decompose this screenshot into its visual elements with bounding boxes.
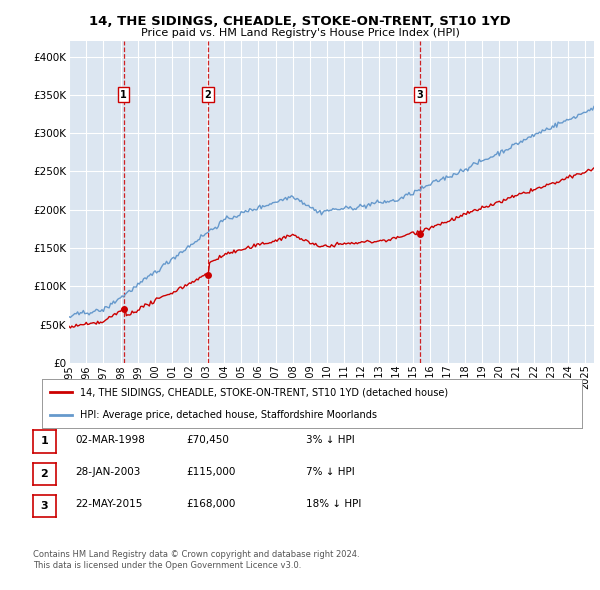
Text: 22-MAY-2015: 22-MAY-2015 [75, 500, 142, 509]
Text: £70,450: £70,450 [186, 435, 229, 444]
Text: HPI: Average price, detached house, Staffordshire Moorlands: HPI: Average price, detached house, Staf… [80, 409, 377, 419]
Text: This data is licensed under the Open Government Licence v3.0.: This data is licensed under the Open Gov… [33, 560, 301, 569]
Text: £168,000: £168,000 [186, 500, 235, 509]
Text: 3: 3 [416, 90, 424, 100]
Text: 3: 3 [41, 502, 48, 511]
Text: 3% ↓ HPI: 3% ↓ HPI [306, 435, 355, 444]
Text: 2: 2 [205, 90, 211, 100]
Text: 1: 1 [120, 90, 127, 100]
Text: £115,000: £115,000 [186, 467, 235, 477]
Text: 1: 1 [41, 437, 48, 446]
Text: Price paid vs. HM Land Registry's House Price Index (HPI): Price paid vs. HM Land Registry's House … [140, 28, 460, 38]
Text: Contains HM Land Registry data © Crown copyright and database right 2024.: Contains HM Land Registry data © Crown c… [33, 550, 359, 559]
Text: 7% ↓ HPI: 7% ↓ HPI [306, 467, 355, 477]
Text: 18% ↓ HPI: 18% ↓ HPI [306, 500, 361, 509]
Text: 28-JAN-2003: 28-JAN-2003 [75, 467, 140, 477]
Text: 2: 2 [41, 469, 48, 478]
Text: 14, THE SIDINGS, CHEADLE, STOKE-ON-TRENT, ST10 1YD: 14, THE SIDINGS, CHEADLE, STOKE-ON-TRENT… [89, 15, 511, 28]
Text: 02-MAR-1998: 02-MAR-1998 [75, 435, 145, 444]
Text: 14, THE SIDINGS, CHEADLE, STOKE-ON-TRENT, ST10 1YD (detached house): 14, THE SIDINGS, CHEADLE, STOKE-ON-TRENT… [80, 388, 448, 398]
